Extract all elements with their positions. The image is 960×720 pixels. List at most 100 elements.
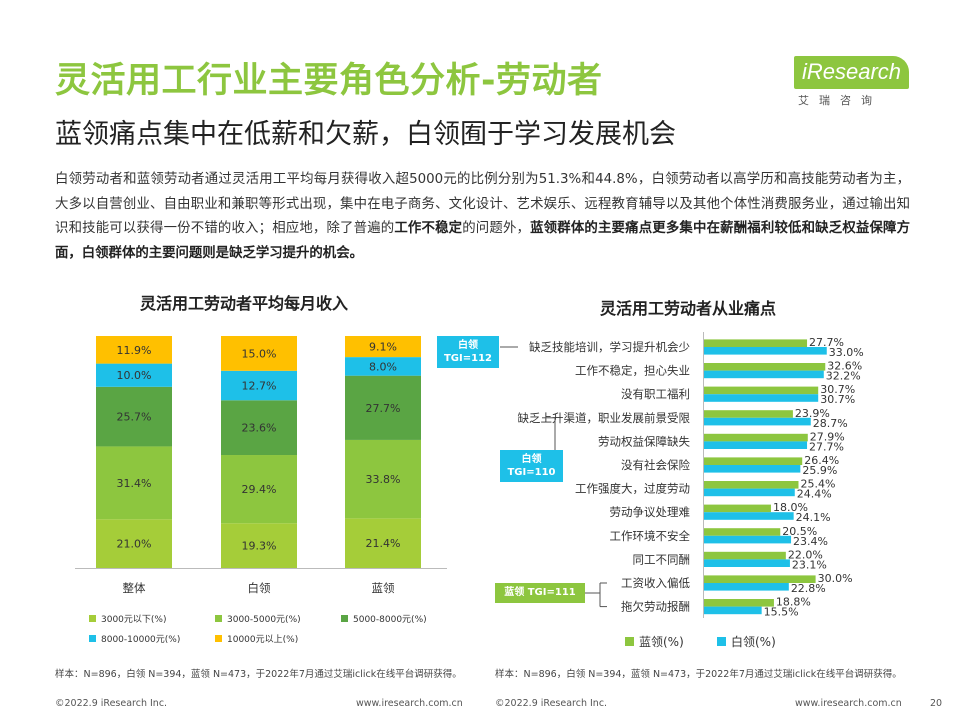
bar-value-label: 25.7% (117, 411, 152, 424)
bar-blue-collar (704, 504, 771, 513)
bar-value-label: 32.2% (826, 370, 861, 383)
legend-blue-collar-swatch (625, 637, 634, 646)
intro-bold1: 工作不稳定 (394, 221, 463, 236)
bar-segment (96, 336, 172, 364)
bar-value-label: 29.4% (242, 483, 277, 496)
bar-segment (345, 439, 421, 519)
bar-value-label: 10.0% (117, 369, 152, 382)
intro-part1: 白领劳动者和蓝领劳动者通过灵活用工平均每月获得收入超5000元的比例分别为51.… (55, 172, 910, 236)
bar-value-label: 25.9% (802, 464, 837, 477)
bar-value-label: 27.7% (809, 336, 844, 349)
bar-value-label: 23.4% (793, 535, 828, 548)
tgi-badge-white-112: 白领 TGI=112 (437, 336, 499, 368)
bar-value-label: 15.0% (242, 347, 277, 360)
bar-value-label: 12.7% (242, 380, 277, 393)
bar-white-collar (704, 583, 789, 591)
bar-white-collar (704, 347, 827, 355)
legend-item: 3000-5000元(%) (215, 612, 301, 625)
bar-value-label: 24.4% (797, 488, 832, 501)
legend-swatch (215, 615, 222, 622)
bar-segment (345, 375, 421, 440)
bar-segment (221, 523, 297, 568)
bar-white-collar (704, 559, 790, 567)
bar-segment (345, 357, 421, 376)
bar-blue-collar (704, 457, 803, 465)
category-label: 拖欠劳动报酬 (621, 600, 690, 614)
bar-value-label: 30.0% (818, 572, 853, 585)
category-label: 缺乏技能培训，学习提升机会少 (529, 340, 690, 354)
tgi-badge-blue-111: 蓝领 TGI=111 (495, 583, 585, 603)
bar-value-label: 11.9% (117, 344, 152, 357)
bar-value-label: 19.3% (242, 540, 277, 553)
logo-sub: 艾瑞咨询 (798, 94, 882, 107)
bar-segment (96, 386, 172, 447)
category-label: 劳动权益保障缺失 (598, 434, 690, 448)
page-title: 灵活用工行业主要角色分析-劳动者 (55, 61, 603, 101)
bar-blue-collar (704, 599, 774, 607)
bar-white-collar (704, 417, 811, 426)
bar-segment (345, 518, 421, 568)
category-label: 缺乏上升渠道，职业发展前景受限 (518, 411, 691, 425)
page-number: 20 (930, 698, 943, 709)
bar-value-label: 30.7% (820, 393, 855, 406)
bar-value-label: 33.8% (366, 473, 401, 486)
bar-value-label: 24.1% (796, 511, 831, 524)
bar-value-label: 21.0% (117, 538, 152, 551)
url-left: www.iresearch.com.cn (356, 698, 463, 709)
bar-blue-collar (704, 481, 799, 489)
category-label: 同工不同酬 (633, 552, 691, 566)
bar-blue-collar (704, 575, 816, 583)
bar-blue-collar (704, 410, 793, 418)
category-label: 没有职工福利 (621, 387, 690, 401)
bar-value-label: 23.6% (242, 422, 277, 435)
bar-segment (345, 336, 421, 358)
bar-value-label: 21.4% (366, 537, 401, 550)
legend-blue-collar-label: 蓝领(%) (639, 635, 684, 649)
bar-blue-collar (704, 433, 808, 442)
bar-segment (96, 363, 172, 387)
intro-paragraph: 白领劳动者和蓝领劳动者通过灵活用工平均每月获得收入超5000元的比例分别为51.… (55, 168, 910, 266)
legend-swatch (215, 635, 222, 642)
category-label: 没有社会保险 (621, 458, 690, 472)
bar-value-label: 26.4% (804, 454, 839, 467)
bar-value-label: 31.4% (117, 477, 152, 490)
bar-white-collar (704, 606, 762, 615)
page-subtitle: 蓝领痛点集中在低薪和欠薪，白领囿于学习发展机会 (55, 119, 676, 150)
bar-value-label: 23.9% (795, 407, 830, 420)
tgi-badge-white-110: 白领 TGI=110 (500, 450, 563, 482)
category-label: 白领 (248, 581, 271, 595)
iresearch-logo: iResearch 艾瑞咨询 (794, 52, 912, 112)
tgi-a-line2: TGI=112 (443, 353, 492, 364)
bar-value-label: 32.6% (827, 360, 862, 373)
bar-value-label: 15.5% (764, 606, 799, 619)
tgi-a-line1: 白领 (458, 340, 478, 351)
category-label: 蓝领 (372, 581, 395, 595)
bar-value-label: 28.7% (813, 417, 848, 430)
legend-item: 3000元以下(%) (89, 612, 166, 625)
bar-blue-collar (704, 528, 781, 536)
legend-item: 5000-8000元(%) (341, 612, 427, 625)
category-label: 工资收入偏低 (621, 576, 690, 590)
bar-white-collar (704, 488, 795, 497)
legend-swatch (89, 615, 96, 622)
bar-value-label: 18.0% (773, 501, 808, 514)
legend-blue-collar: 蓝领(%) (625, 633, 684, 650)
bar-value-label: 27.7% (809, 440, 844, 453)
legend-white-collar: 白领(%) (717, 633, 776, 650)
legend-swatch (89, 635, 96, 642)
legend-swatch (341, 615, 348, 622)
legend-label: 3000元以下(%) (101, 615, 167, 625)
bar-value-label: 23.1% (792, 558, 827, 571)
bar-segment (221, 400, 297, 456)
bar-segment (221, 370, 297, 401)
bar-segment (96, 519, 172, 568)
painpoint-bar-chart: 缺乏技能培训，学习提升机会少 27.7%33.0%工作不稳定，担心失业 32.6%3… (500, 332, 864, 619)
legend-white-collar-swatch (717, 637, 726, 646)
left-chart-title: 灵活用工劳动者平均每月收入 (140, 294, 349, 313)
legend-white-collar-label: 白领(%) (731, 635, 776, 649)
bar-blue-collar (704, 386, 819, 395)
legend-item: 8000-10000元(%) (89, 632, 180, 645)
bar-blue-collar (704, 363, 826, 371)
bar-value-label: 27.7% (366, 402, 401, 415)
sample-note-right: 样本：N=896，白领 N=394，蓝领 N=473，于2022年7月通过艾瑞i… (495, 669, 902, 680)
